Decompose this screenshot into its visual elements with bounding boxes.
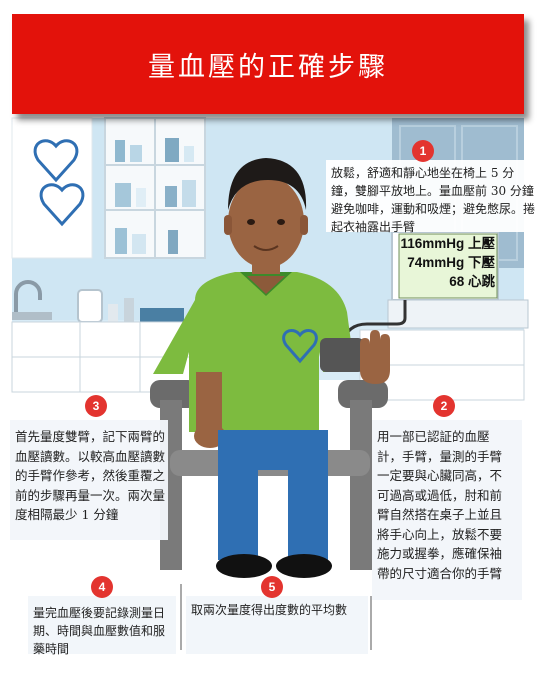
step-1-text: 放鬆，舒適和靜心地坐在椅上 5 分鐘，雙腳平放地上。量血壓前 30 分鐘避免咖啡… [331,166,536,234]
bottle [184,146,194,162]
right-shoe [276,554,332,578]
head [228,176,304,268]
panel-step-4 [28,596,176,654]
pulse-reading: 68 心跳 [449,274,495,289]
panel-step-1 [326,160,536,232]
bottle [136,188,146,207]
jeans [218,430,328,560]
bottle [182,180,196,207]
step-1-badge: 1 [412,140,434,162]
left-shoe [216,554,272,578]
bottle [132,234,146,254]
panel-step-2 [372,420,522,600]
step-2-text: 用一部已認証的血壓計，手臂，量測的手臂一定要與心臟同高，不可過高或過低，肘和前臂… [377,429,503,581]
systolic-reading: 116mmHg 上壓 [400,236,495,251]
bp-monitor-screen [398,233,498,299]
jar [77,289,103,323]
faucet [14,280,42,312]
left-arm [196,372,222,432]
step-4-badge: 4 [91,576,113,598]
bottle [165,138,179,162]
step-5-text: 取兩次量度得出度數的平均數 [191,603,348,617]
page-title: 量血壓的正確步驟 [148,51,388,83]
bottle [168,230,178,254]
heart-icon [39,183,85,227]
raised-hand [360,330,390,384]
step-3-badge: 3 [85,395,107,417]
hair [228,158,307,210]
bottle [115,140,125,162]
diastolic-reading: 74mmHg 下壓 [407,255,495,270]
step-2-badge: 2 [433,395,455,417]
bottle [115,228,127,254]
step-3-text: 首先量度雙臂，記下兩臂的血壓讀數。以較高血壓讀數的手臂作參考，然後重覆之前的步驟… [15,429,166,522]
bottle [115,183,131,207]
title-banner: 量血壓的正確步驟 [12,14,524,114]
panel-step-5 [186,596,368,654]
step-4-text: 量完血壓後要記錄測量日期、時間與血壓數值和服藥時間 [33,606,166,656]
heart-icon [33,139,79,183]
step-5-badge: 5 [261,576,283,598]
panel-step-3 [10,420,168,540]
bp-readout: 116mmHg 上壓 74mmHg 下壓 68 心跳 [399,234,495,291]
shirt-heart-icon [282,329,318,364]
bottle [130,145,142,162]
bottle [165,186,177,207]
bp-cuff [320,338,364,372]
